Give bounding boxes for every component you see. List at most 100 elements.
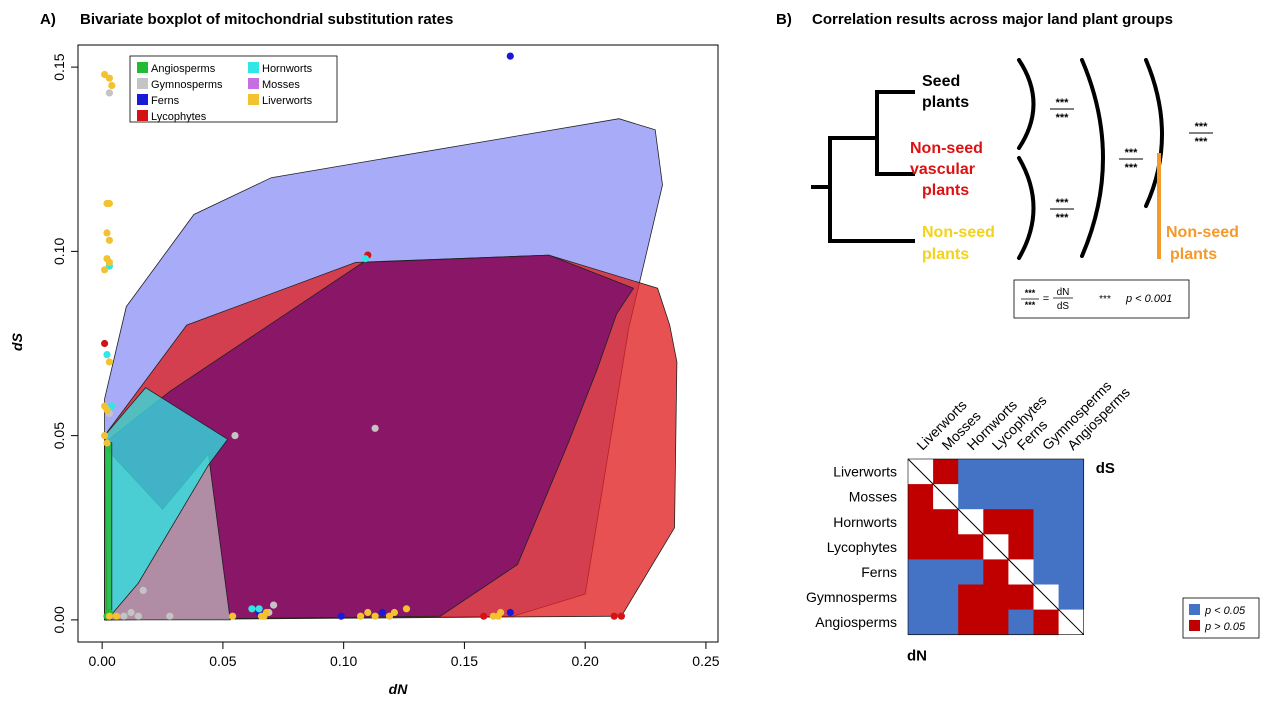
matrix-cell (1008, 609, 1034, 636)
x-tick-label: 0.15 (451, 653, 478, 669)
matrix-row-label: Mosses (849, 489, 897, 505)
matrix-upper-label: dS (1096, 460, 1115, 477)
matrix-cell (958, 609, 984, 636)
point-liverworts (103, 439, 111, 447)
matrix-cell (933, 509, 959, 535)
significance-matrix: Liverworts Mosses Hornworts Lycophytes Ferns… (806, 377, 1260, 665)
matrix-cell (958, 534, 984, 560)
sig-bottom: *** (1056, 212, 1070, 224)
matrix-row-label: Ferns (861, 564, 897, 580)
point-ferns (506, 608, 514, 617)
tip-label-line: vascular (910, 161, 975, 178)
y-tick-label: 0.05 (51, 422, 67, 449)
sig-fraction-2: *** *** (1050, 197, 1074, 224)
key-sig-bottom: *** (1025, 300, 1036, 310)
y-axis-label: dS (9, 332, 25, 351)
tip-label-line: Non-seed (922, 224, 995, 241)
matrix-cell (908, 559, 934, 585)
key-numerator: dN (1057, 287, 1070, 298)
point-liverworts (108, 81, 116, 90)
x-axis: 0.00 0.05 0.10 0.15 0.20 0.25 (89, 642, 720, 669)
matrix-cell (958, 484, 984, 510)
matrix-cell (933, 559, 959, 585)
panel-a: A) Bivariate boxplot of mitochondrial su… (9, 11, 720, 697)
sig-fraction-1: *** *** (1050, 97, 1074, 124)
bracket-vascular-vs-nonseed (1017, 156, 1036, 260)
matrix-cell (1008, 509, 1034, 535)
key-denominator: dS (1057, 301, 1070, 312)
point-gymnosperms (231, 432, 239, 440)
panel-a-title: Bivariate boxplot of mitochondrial subst… (80, 11, 453, 28)
matrix-lower-label: dN (907, 648, 927, 665)
matrix-cell (983, 609, 1009, 636)
significance-key: *** *** = dN dS *** p < 0.001 (1013, 279, 1190, 319)
matrix-cell (933, 534, 959, 560)
point-lycophytes (617, 612, 626, 620)
key-stars: *** (1099, 294, 1111, 305)
matrix-cell (1058, 509, 1085, 535)
tip-label-line: plants (1170, 246, 1217, 263)
point-liverworts (364, 608, 372, 617)
matrix-cell (933, 584, 959, 610)
matrix-row-label: Angiosperms (815, 614, 897, 630)
legend-swatch-liverworts (248, 94, 259, 105)
matrix-cell (983, 484, 1009, 510)
hull-angiosperms (104, 438, 113, 621)
legend: Angiosperms Gymnosperms Ferns Lycophytes Hor… (129, 55, 338, 123)
legend-label-hornworts: Hornworts (262, 63, 313, 75)
tip-label-line: plants (922, 246, 969, 263)
matrix-cell (1033, 484, 1059, 510)
comparison-brackets (1017, 58, 1164, 260)
legend-swatch-mosses (248, 78, 259, 89)
point-hornworts (248, 605, 256, 613)
point-gymnosperms (134, 612, 142, 620)
matrix-row-label: Gymnosperms (806, 589, 897, 605)
panel-b-label: B) (776, 11, 792, 28)
plot-frame (77, 44, 719, 643)
matrix-cell (958, 584, 984, 610)
point-hornworts (255, 605, 263, 613)
bracket-seed-vs-nonseed-pooled (1144, 58, 1164, 208)
legend-box (129, 55, 338, 123)
x-tick-label: 0.05 (209, 653, 236, 669)
point-liverworts (105, 199, 113, 208)
point-liverworts (497, 608, 505, 617)
key-p-value: p < 0.001 (1125, 293, 1172, 305)
point-gymnosperms (270, 601, 278, 609)
point-liverworts (390, 608, 398, 617)
legend-swatch-gymnosperms (137, 78, 148, 89)
scatter-plot: 0.00 0.05 0.10 0.15 0.20 0.25 0.00 0.05 0.10 0.1… (9, 44, 720, 697)
point-gymnosperms (120, 612, 128, 620)
legend-label-ferns: Ferns (151, 95, 180, 107)
point-liverworts (101, 432, 109, 440)
matrix-cell (1033, 609, 1059, 636)
matrix-cell (908, 484, 934, 510)
matrix-cell (908, 584, 934, 610)
sig-top: *** (1125, 147, 1139, 159)
matrix-cell (1058, 559, 1085, 585)
tree-label-seed-plants: Seed plants (922, 73, 969, 111)
point-lycophytes (101, 339, 109, 348)
y-tick-label: 0.10 (51, 238, 67, 265)
key-equals: = (1043, 293, 1049, 305)
tip-label-line: Seed (922, 73, 960, 90)
matrix-legend-label: p > 0.05 (1204, 621, 1246, 633)
phylogeny-tree (811, 90, 915, 243)
point-liverworts (357, 612, 365, 620)
point-hornworts (361, 255, 369, 263)
tree-label-nonseed-pooled: Non-seed plants (1166, 224, 1239, 263)
point-gymnosperms (105, 89, 113, 97)
point-liverworts (402, 605, 411, 613)
point-liverworts (105, 358, 113, 366)
matrix-cell (1058, 534, 1085, 560)
matrix-cell (1008, 484, 1034, 510)
sig-bottom: *** (1195, 136, 1209, 148)
legend-label-liverworts: Liverworts (262, 95, 313, 107)
point-hornworts (103, 351, 111, 359)
point-ferns (337, 612, 345, 620)
y-axis: 0.00 0.05 0.10 0.15 (51, 53, 78, 634)
sig-top: *** (1056, 97, 1070, 109)
matrix-cell (958, 459, 984, 485)
legend-label-lycophytes: Lycophytes (151, 111, 207, 123)
point-liverworts (103, 406, 111, 414)
